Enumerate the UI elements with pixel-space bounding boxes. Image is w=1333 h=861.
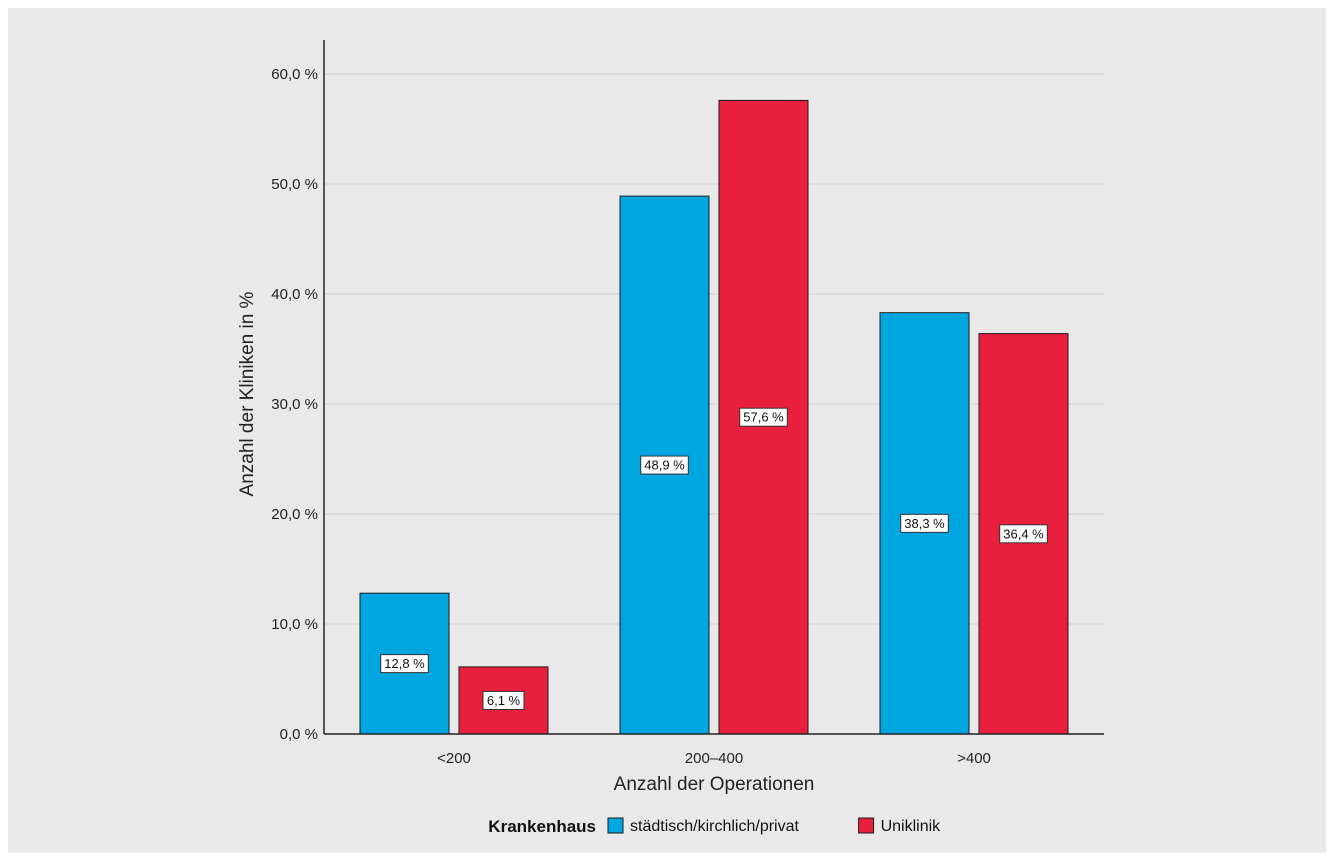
legend-item-label: Uniklinik (881, 818, 942, 835)
data-label: 6,1 % (487, 693, 521, 708)
y-tick-labels: 0,0 % 10,0 % 20,0 % 30,0 % 40,0 % 50,0 % 60,0 … (271, 66, 318, 743)
bars (359, 99, 1069, 735)
y-tick-label: 40,0 % (271, 286, 318, 303)
data-label-box (900, 513, 949, 533)
data-label: 12,8 % (384, 656, 425, 671)
y-tick-label: 20,0 % (271, 506, 318, 523)
legend-items: städtisch/kirchlich/privat Uniklinik (607, 817, 942, 835)
legend-item-label: städtisch/kirchlich/privat (630, 818, 800, 835)
legend-swatch (858, 817, 875, 834)
data-label-box (640, 455, 689, 475)
y-tick-label: 50,0 % (271, 176, 318, 193)
data-label: 48,9 % (644, 458, 685, 473)
y-tick-label: 60,0 % (271, 66, 318, 83)
legend-title: Krankenhaus (488, 817, 596, 836)
y-tick-label: 10,0 % (271, 616, 318, 633)
gridlines (324, 73, 1104, 625)
x-tick-labels: <200 200–400 >400 (437, 750, 991, 767)
y-tick-label: 0,0 % (280, 726, 318, 743)
axes (323, 40, 1104, 735)
x-tick-label: <200 (437, 750, 471, 767)
data-label: 57,6 % (743, 410, 784, 425)
data-label-box (380, 654, 429, 674)
y-tick-label: 30,0 % (271, 396, 318, 413)
data-label-box (482, 690, 525, 710)
bar-chart: 0,0 % 10,0 % 20,0 % 30,0 % 40,0 % 50,0 % 60,0 … (237, 40, 1104, 836)
data-label: 38,3 % (904, 516, 945, 531)
chart-panel: 0,0 % 10,0 % 20,0 % 30,0 % 40,0 % 50,0 % 60,0 … (8, 8, 1326, 853)
data-label-box (999, 524, 1048, 544)
data-label-box (739, 407, 788, 427)
data-labels: 12,8 % 6,1 % 48,9 % 57,6 % 38,3 % 36,4 % (380, 407, 1048, 710)
x-tick-label: >400 (957, 750, 991, 767)
x-tick-label: 200–400 (685, 750, 743, 767)
data-label: 36,4 % (1003, 526, 1044, 541)
legend-swatch (607, 817, 624, 834)
x-axis-title: Anzahl der Operationen (614, 774, 815, 795)
y-axis-title: Anzahl der Kliniken in % (237, 291, 258, 496)
legend: Krankenhaus städtisch/kirchlich/privat Un… (488, 817, 941, 836)
